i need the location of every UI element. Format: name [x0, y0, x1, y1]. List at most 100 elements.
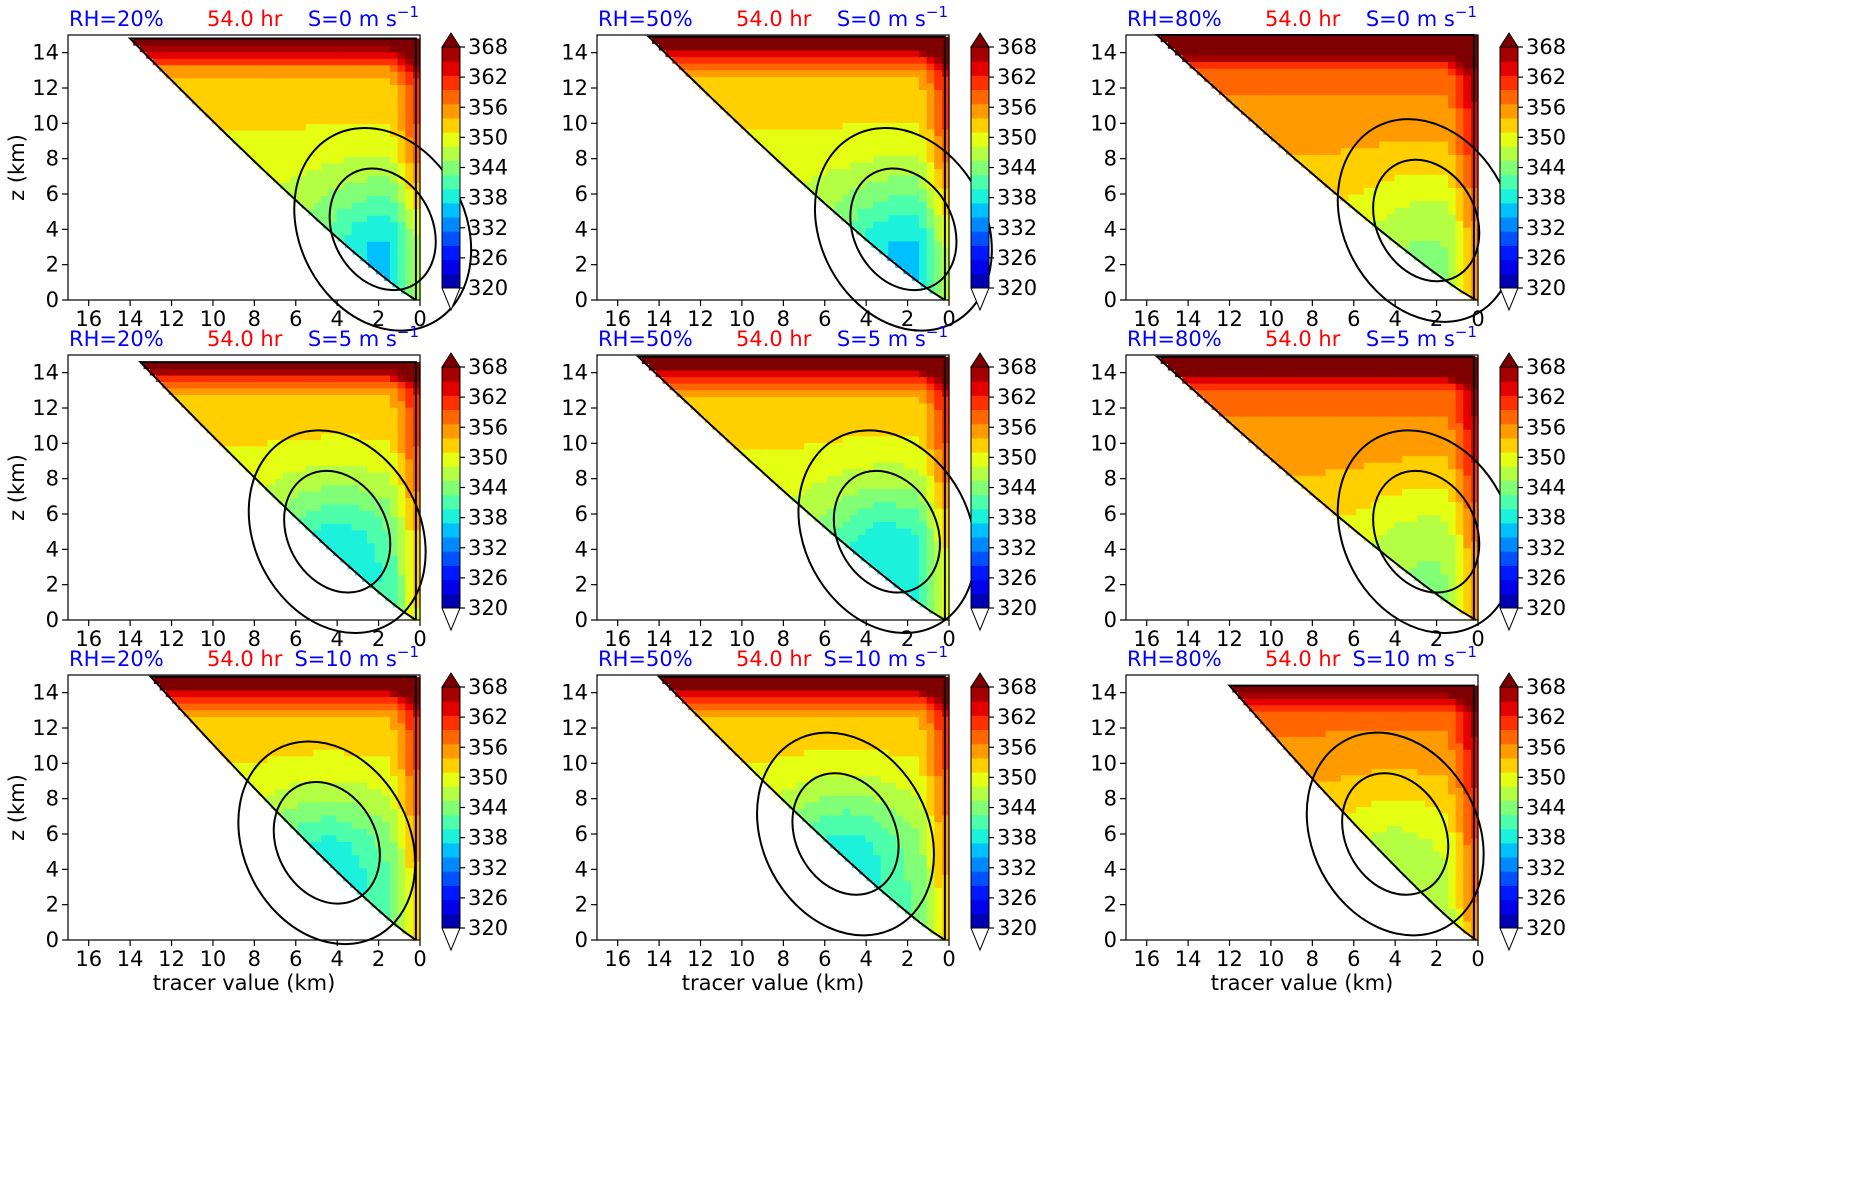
field-cell	[1409, 213, 1418, 222]
field-cell	[397, 97, 406, 105]
field-cell	[811, 389, 820, 397]
field-cell	[918, 573, 927, 582]
field-cell	[1393, 88, 1403, 96]
field-cell	[320, 130, 329, 138]
field-cell	[366, 503, 375, 511]
field-cell	[814, 514, 820, 522]
field-cell	[251, 426, 260, 434]
field-cell	[719, 95, 728, 104]
field-cell	[397, 478, 406, 486]
field-cell	[841, 188, 851, 196]
field-cell	[742, 422, 751, 430]
field-cell	[818, 56, 828, 64]
field-cell	[251, 51, 260, 59]
field-cell	[205, 64, 214, 72]
colorbar-segment	[442, 579, 460, 595]
field-cell	[903, 247, 912, 255]
field-cell	[1286, 74, 1295, 82]
field-cell	[328, 201, 337, 210]
field-cell	[282, 84, 291, 92]
field-cell	[1340, 74, 1349, 82]
field-cell	[872, 148, 881, 156]
field-cell	[887, 488, 897, 496]
field-cell	[358, 394, 368, 402]
field-cell	[162, 381, 169, 389]
field-cell	[404, 426, 413, 434]
field-cell	[358, 110, 368, 118]
field-cell	[872, 389, 881, 397]
field-cell	[1187, 54, 1196, 63]
field-cell	[175, 381, 184, 389]
field-cell	[381, 116, 390, 125]
field-cell	[1355, 61, 1364, 69]
field-cell	[351, 381, 360, 389]
field-cell	[328, 510, 337, 518]
field-cell	[1182, 54, 1188, 63]
field-cell	[918, 148, 927, 156]
field-cell	[903, 168, 912, 176]
field-cell	[864, 435, 874, 443]
field-cell	[918, 273, 927, 281]
field-cell	[1462, 61, 1471, 69]
field-cell	[864, 422, 874, 430]
field-cell	[1409, 68, 1418, 76]
field-cell	[251, 136, 260, 144]
field-cell	[374, 247, 383, 255]
field-cell	[1355, 147, 1364, 155]
field-cell	[312, 374, 322, 383]
field-cell	[343, 201, 352, 210]
field-cell	[213, 407, 222, 415]
field-cell	[857, 82, 866, 91]
field-cell	[834, 122, 843, 130]
field-cell	[887, 82, 897, 91]
field-cell	[1432, 468, 1441, 476]
field-cell	[274, 58, 283, 66]
field-cell	[918, 89, 927, 97]
field-cell	[788, 415, 797, 424]
field-cell	[826, 415, 835, 424]
colorbar-segment	[442, 537, 460, 552]
field-cell	[1439, 54, 1448, 63]
field-cell	[895, 102, 904, 110]
field-cell	[864, 402, 874, 411]
field-cell	[1424, 88, 1433, 96]
field-cell	[849, 76, 858, 84]
field-cell	[719, 56, 728, 64]
field-cell	[274, 400, 283, 408]
field-cell	[213, 84, 222, 92]
field-cell	[903, 508, 912, 516]
field-cell	[773, 95, 782, 104]
field-cell	[366, 188, 375, 197]
field-cell	[880, 181, 889, 189]
field-cell	[335, 439, 345, 447]
field-cell	[1363, 141, 1372, 149]
field-cell	[374, 58, 383, 66]
field-cell	[182, 58, 192, 66]
field-cell	[1447, 35, 1456, 43]
field-cell	[228, 445, 237, 453]
field-cell	[294, 195, 299, 203]
field-cell	[1432, 101, 1441, 109]
field-cell	[1309, 141, 1318, 149]
field-cell	[1317, 147, 1326, 155]
field-cell	[1363, 481, 1372, 489]
y-tick-label: 12	[32, 396, 59, 420]
field-cell	[1439, 81, 1448, 89]
field-cell	[343, 503, 352, 511]
field-cell	[773, 402, 782, 411]
contour-line	[797, 429, 977, 635]
field-cell	[328, 400, 337, 408]
field-cell	[1332, 187, 1341, 195]
field-cell	[1439, 187, 1448, 195]
field-cell	[1432, 74, 1441, 82]
colorbar-tick-label: 332	[468, 216, 508, 240]
field-cell	[205, 400, 214, 408]
field-cell	[1194, 35, 1204, 43]
field-cell	[795, 115, 805, 123]
field-cell	[849, 468, 858, 476]
field-cell	[910, 527, 919, 536]
field-cell	[228, 103, 237, 112]
field-cell	[697, 409, 705, 417]
field-cell	[857, 389, 866, 397]
field-cell	[266, 64, 276, 72]
